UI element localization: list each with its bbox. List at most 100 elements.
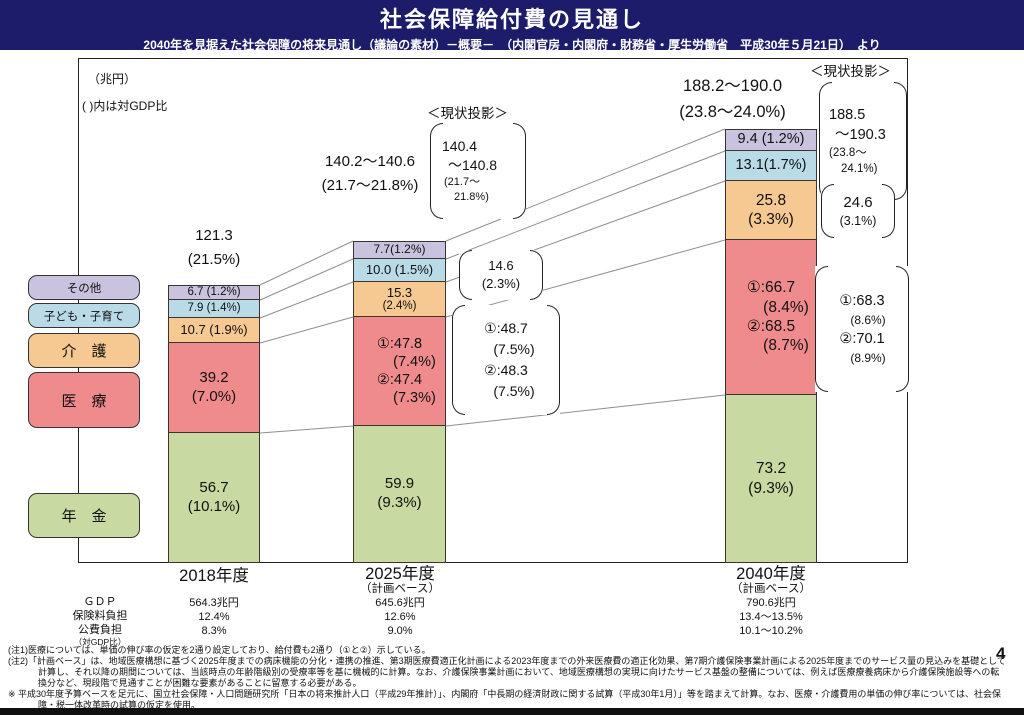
gdp-value: 645.6兆円 — [375, 597, 425, 609]
segment-value-case1: ①:66.7 — [746, 279, 796, 297]
proj-line: (3.1%) — [839, 213, 877, 228]
segment-value: 7.7(1.2%) — [373, 242, 426, 257]
xlabel-2018: 2018年度 — [158, 567, 270, 585]
segment-pct-case1: (8.4%) — [763, 298, 809, 316]
gdp-row-label: 公費負担 — [78, 624, 122, 637]
segment-value: 56.7 — [199, 478, 229, 496]
segment-value-case2: ②:68.5 — [746, 318, 796, 335]
segment-pct: (10.1%) — [187, 497, 241, 515]
legend-item-medical: 医 療 — [28, 372, 140, 428]
segment-2025-others: 7.7(1.2%) — [353, 241, 446, 259]
gdp-value: 564.3兆円 — [189, 597, 239, 609]
proj-line: ②:70.1 — [839, 331, 885, 347]
proj-line: 24.1%) — [841, 163, 878, 176]
proj-line: (21.7～ — [444, 176, 481, 189]
gdp-col-2018: 564.3兆円 12.4% 8.3% — [164, 596, 264, 638]
proj-line: ～190.3 — [835, 126, 886, 143]
gdp-value: 12.6% — [384, 611, 416, 624]
gdp-value: 9.0% — [387, 625, 413, 638]
bar-2040: 9.4 (1.2%) 13.1(1.7%) 25.8 (3.3%) ①:66.7… — [725, 129, 817, 563]
segment-value: 10.0 (1.5%) — [365, 261, 434, 277]
segment-pct-case1: (7.4%) — [393, 353, 436, 370]
gdp-value: 12.4% — [198, 611, 230, 624]
xlabel-2040: 2040年度 （計画ベース） — [711, 565, 831, 597]
projection-label-2040: ＜現状投影＞ — [810, 64, 891, 79]
proj-line: (8.6%) — [850, 312, 886, 327]
legend-item-pension: 年 金 — [28, 493, 140, 538]
xlabel-year: 2018年度 — [179, 567, 249, 585]
segment-value: 10.7 (1.9%) — [180, 321, 248, 337]
segment-2040-others: 9.4 (1.2%) — [725, 129, 817, 151]
segment-value: 7.9 (1.4%) — [187, 302, 241, 315]
projection-total-2040: 188.5 ～190.3 (23.8～ 24.1%) — [819, 82, 907, 200]
segment-2040-children: 13.1(1.7%) — [725, 151, 817, 181]
xlabel-2025: 2025年度 （計画ベース） — [340, 565, 460, 597]
segment-pct: (2.4%) — [382, 299, 417, 312]
gdp-col-2025: 645.6兆円 12.6% 9.0% — [345, 596, 455, 638]
legend-label: 医 療 — [61, 392, 107, 410]
legend-item-others: その他 — [28, 275, 140, 300]
legend-label: その他 — [66, 282, 102, 295]
segment-value: 6.7 (1.2%) — [187, 286, 241, 299]
bar-2025: 7.7(1.2%) 10.0 (1.5%) 15.3 (2.4%) ①:47.8… — [353, 241, 446, 563]
projection-total-2025: 140.4 ～140.8 (21.7～ 21.8%) — [430, 123, 526, 219]
segment-pct-case2: (7.3%) — [393, 390, 436, 407]
proj-line: (23.8～ — [829, 147, 867, 160]
total-pct: (21.7～21.8%) — [321, 177, 419, 194]
gdp-row-label: 保険料負担 — [72, 610, 128, 623]
gdp-value: 10.1～10.2% — [739, 625, 803, 638]
gdp-value: 8.3% — [201, 625, 227, 638]
total-2018: 121.3 (21.5%) — [158, 224, 270, 272]
segment-value: 9.4 (1.2%) — [737, 131, 805, 148]
xlabel-basis: （計画ベース） — [731, 583, 811, 596]
legend-item-children: 子ども・子育て — [28, 303, 140, 328]
gdp-row-label: ＧＤＰ — [83, 596, 117, 608]
projection-nursing-2025: 14.6 (2.3%) — [459, 250, 543, 300]
segment-value: 25.8 — [755, 191, 787, 209]
proj-line: 24.6 — [843, 193, 873, 211]
segment-value: 73.2 — [755, 460, 787, 478]
total-value: 140.2～140.6 — [324, 153, 416, 170]
segment-2040-medical: ①:66.7 (8.4%) ②:68.5 (8.7%) — [725, 240, 817, 395]
segment-2018-pension: 56.7 (10.1%) — [168, 433, 260, 563]
proj-line: 140.4 — [442, 138, 478, 155]
gdp-ratio-note: ( )内は対GDP比 — [82, 99, 168, 113]
proj-line: (2.3%) — [481, 276, 521, 291]
legend-item-nursing: 介 護 — [28, 333, 140, 368]
legend-label: 子ども・子育て — [43, 310, 125, 323]
proj-line: ②:48.3 — [484, 362, 528, 378]
segment-pct: (3.3%) — [748, 211, 794, 228]
segment-2025-children: 10.0 (1.5%) — [353, 259, 446, 282]
total-2025: 140.2～140.6 (21.7～21.8%) — [295, 150, 445, 198]
projection-medical-2040: ①:68.3 (8.6%) ②:70.1 (8.9%) — [815, 266, 909, 392]
gdp-col-2040: 790.6兆円 13.4～13.5% 10.1～10.2% — [706, 596, 836, 638]
proj-line: 14.6 — [488, 257, 514, 273]
proj-line: (7.5%) — [493, 383, 535, 399]
segment-value: 13.1(1.7%) — [735, 156, 807, 173]
segment-value: 59.9 — [384, 475, 415, 493]
segment-pct: (7.0%) — [191, 387, 237, 405]
segment-pct: (9.3%) — [748, 479, 794, 497]
footnotes: (注1)医療については、単価の伸び率の仮定を2通り設定しており、給付費も2通り（… — [8, 645, 1008, 711]
unit-note: （兆円） — [88, 72, 137, 86]
footnote-1: (注1)医療については、単価の伸び率の仮定を2通り設定しており、給付費も2通り（… — [8, 645, 431, 655]
bar-2018: 6.7 (1.2%) 7.9 (1.4%) 10.7 (1.9%) 39.2 (… — [168, 285, 260, 563]
total-value: 188.2～190.0 — [682, 77, 783, 95]
projection-label-2025: ＜現状投影＞ — [427, 106, 508, 121]
proj-line: 188.5 — [829, 106, 866, 123]
segment-2040-pension: 73.2 (9.3%) — [725, 395, 817, 563]
proj-line: ①:68.3 — [839, 292, 885, 309]
bottom-edge-bar — [0, 708, 1024, 715]
header-bar: 社会保障給付費の見通し 2040年を見据えた社会保障の将来見通し（議論の素材）－… — [0, 0, 1024, 52]
gdp-row-label: （対GDP比） — [73, 637, 127, 648]
legend-label: 年 金 — [61, 508, 107, 525]
page-number: 4 — [996, 644, 1006, 663]
projection-medical-2025: ①:48.7 (7.5%) ②:48.3 (7.5%) — [452, 305, 560, 415]
gdp-value: 790.6兆円 — [746, 597, 796, 609]
segment-2018-nursing: 10.7 (1.9%) — [168, 318, 260, 343]
total-pct: (23.8～24.0%) — [679, 102, 786, 121]
segment-2025-pension: 59.9 (9.3%) — [353, 426, 446, 563]
segment-value-case2: ②:47.4 — [376, 372, 423, 388]
gdp-table-row-labels: ＧＤＰ 保険料負担 公費負担 （対GDP比） — [50, 595, 150, 648]
